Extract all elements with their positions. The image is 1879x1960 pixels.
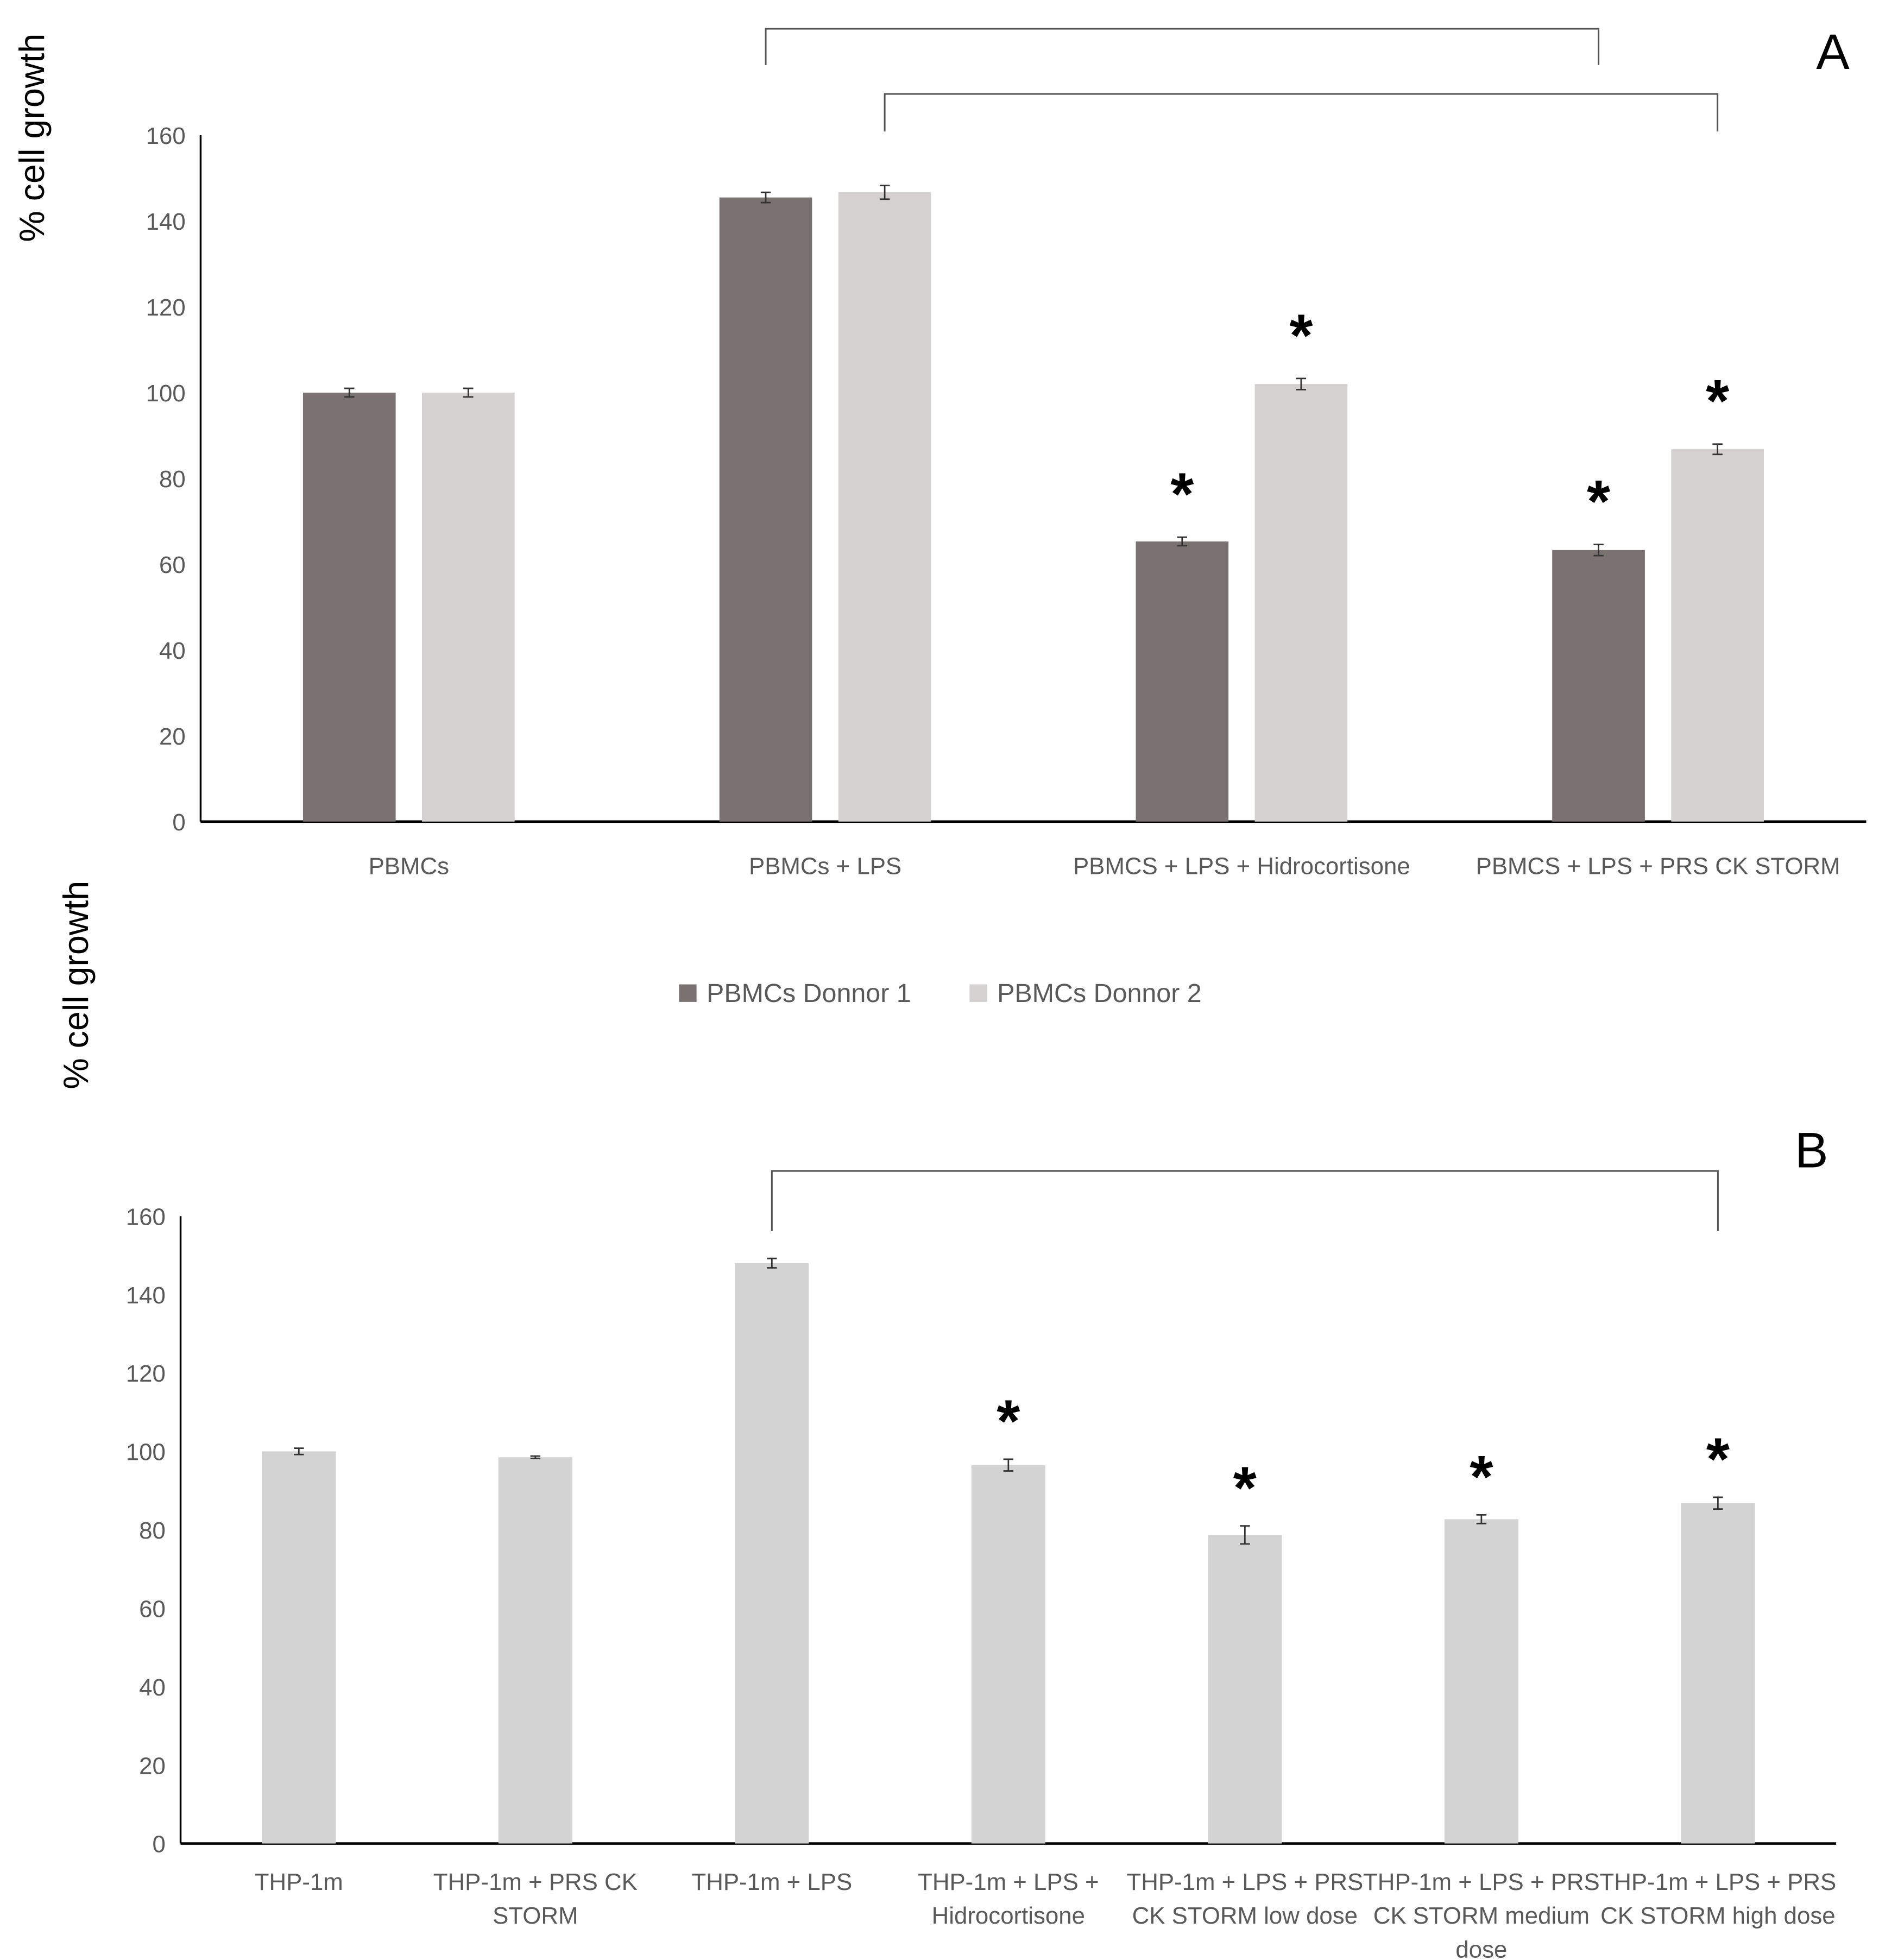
legend-label: PBMCs Donnor 1 xyxy=(707,979,911,1008)
significance-star: * xyxy=(1706,1426,1730,1493)
bar xyxy=(1136,541,1229,822)
y-tick-label: 120 xyxy=(146,294,186,321)
y-tick-label: 160 xyxy=(126,1203,166,1230)
panel-label: B xyxy=(1795,1121,1828,1178)
bar xyxy=(1208,1535,1282,1844)
legend-swatch xyxy=(969,984,987,1002)
y-tick-label: 20 xyxy=(159,723,186,750)
bar xyxy=(262,1451,336,1844)
bar xyxy=(735,1263,809,1844)
significance-star: * xyxy=(1470,1444,1493,1510)
bar xyxy=(719,197,812,822)
x-tick-label: PBMCs xyxy=(369,853,449,880)
y-tick-label: 40 xyxy=(159,638,186,664)
x-tick-label: PBMCs + LPS xyxy=(749,853,901,880)
y-tick-label: 80 xyxy=(159,466,186,493)
significance-bracket xyxy=(884,93,1719,132)
significance-star: * xyxy=(1587,468,1610,535)
y-tick-label: 20 xyxy=(139,1753,166,1779)
x-tick-label: THP-1m + LPS + xyxy=(918,1869,1099,1895)
x-tick-label: PBMCS + LPS + Hidrocortisone xyxy=(1073,853,1410,880)
significance-star: * xyxy=(1289,302,1313,369)
x-tick-label: CK STORM low dose xyxy=(1132,1902,1358,1929)
y-tick-label: 140 xyxy=(146,209,186,235)
significance-bracket xyxy=(771,1170,1719,1231)
y-tick-label: 40 xyxy=(139,1674,166,1701)
y-tick-label: 160 xyxy=(146,123,186,149)
x-tick-label: Hidrocortisone xyxy=(932,1902,1085,1929)
bar xyxy=(422,392,515,822)
x-tick-label: THP-1m + LPS + PRS xyxy=(1363,1869,1600,1895)
y-tick-label: 140 xyxy=(126,1282,166,1309)
y-tick-label: 100 xyxy=(146,380,186,407)
significance-bracket xyxy=(765,28,1600,65)
x-tick-label: THP-1m + LPS + PRS xyxy=(1600,1869,1837,1895)
y-tick-label: 0 xyxy=(152,1831,165,1858)
x-tick-label: CK STORM medium xyxy=(1373,1902,1590,1929)
bar xyxy=(1254,384,1348,822)
y-axis-title: % cell growth xyxy=(12,34,52,242)
chart-a: 0 20 40 60 80 100 120 140 160 % cell growth A PBMCs… xyxy=(12,23,1867,1008)
bar xyxy=(1681,1503,1755,1844)
bar xyxy=(1444,1519,1518,1844)
bar xyxy=(971,1465,1045,1844)
y-axis-title: % cell growth xyxy=(56,881,96,1089)
bar xyxy=(1671,449,1764,822)
significance-star: * xyxy=(1170,461,1194,528)
y-tick-label: 0 xyxy=(172,809,185,836)
x-tick-label: STORM xyxy=(493,1902,578,1929)
bar xyxy=(498,1457,572,1844)
panel-label: A xyxy=(1816,23,1850,80)
y-tick-label: 120 xyxy=(126,1360,166,1387)
y-tick-label: 80 xyxy=(139,1517,166,1544)
x-tick-label: THP-1m xyxy=(255,1869,343,1895)
significance-star: * xyxy=(997,1388,1020,1455)
significance-star: * xyxy=(1706,368,1729,434)
legend-label: PBMCs Donnor 2 xyxy=(997,979,1202,1008)
x-tick-label: CK STORM high dose xyxy=(1600,1902,1835,1929)
x-tick-label: THP-1m + PRS CK xyxy=(433,1869,638,1895)
bar xyxy=(838,192,931,822)
y-tick-label: 60 xyxy=(139,1596,166,1622)
x-tick-label: dose xyxy=(1455,1936,1507,1960)
bar xyxy=(302,392,396,822)
x-tick-label: PBMCS + LPS + PRS CK STORM xyxy=(1476,853,1840,880)
y-tick-label: 60 xyxy=(159,552,186,578)
x-tick-label: THP-1m + LPS xyxy=(691,1869,852,1895)
significance-star: * xyxy=(1233,1454,1257,1521)
x-tick-label: THP-1m + LPS + PRS xyxy=(1127,1869,1364,1895)
chart-b: 0 20 40 60 80 100 120 140 160 % cell growth B THP-1… xyxy=(56,881,1836,1960)
y-tick-label: 100 xyxy=(126,1439,166,1466)
legend-swatch xyxy=(679,984,697,1002)
bar xyxy=(1552,550,1645,822)
